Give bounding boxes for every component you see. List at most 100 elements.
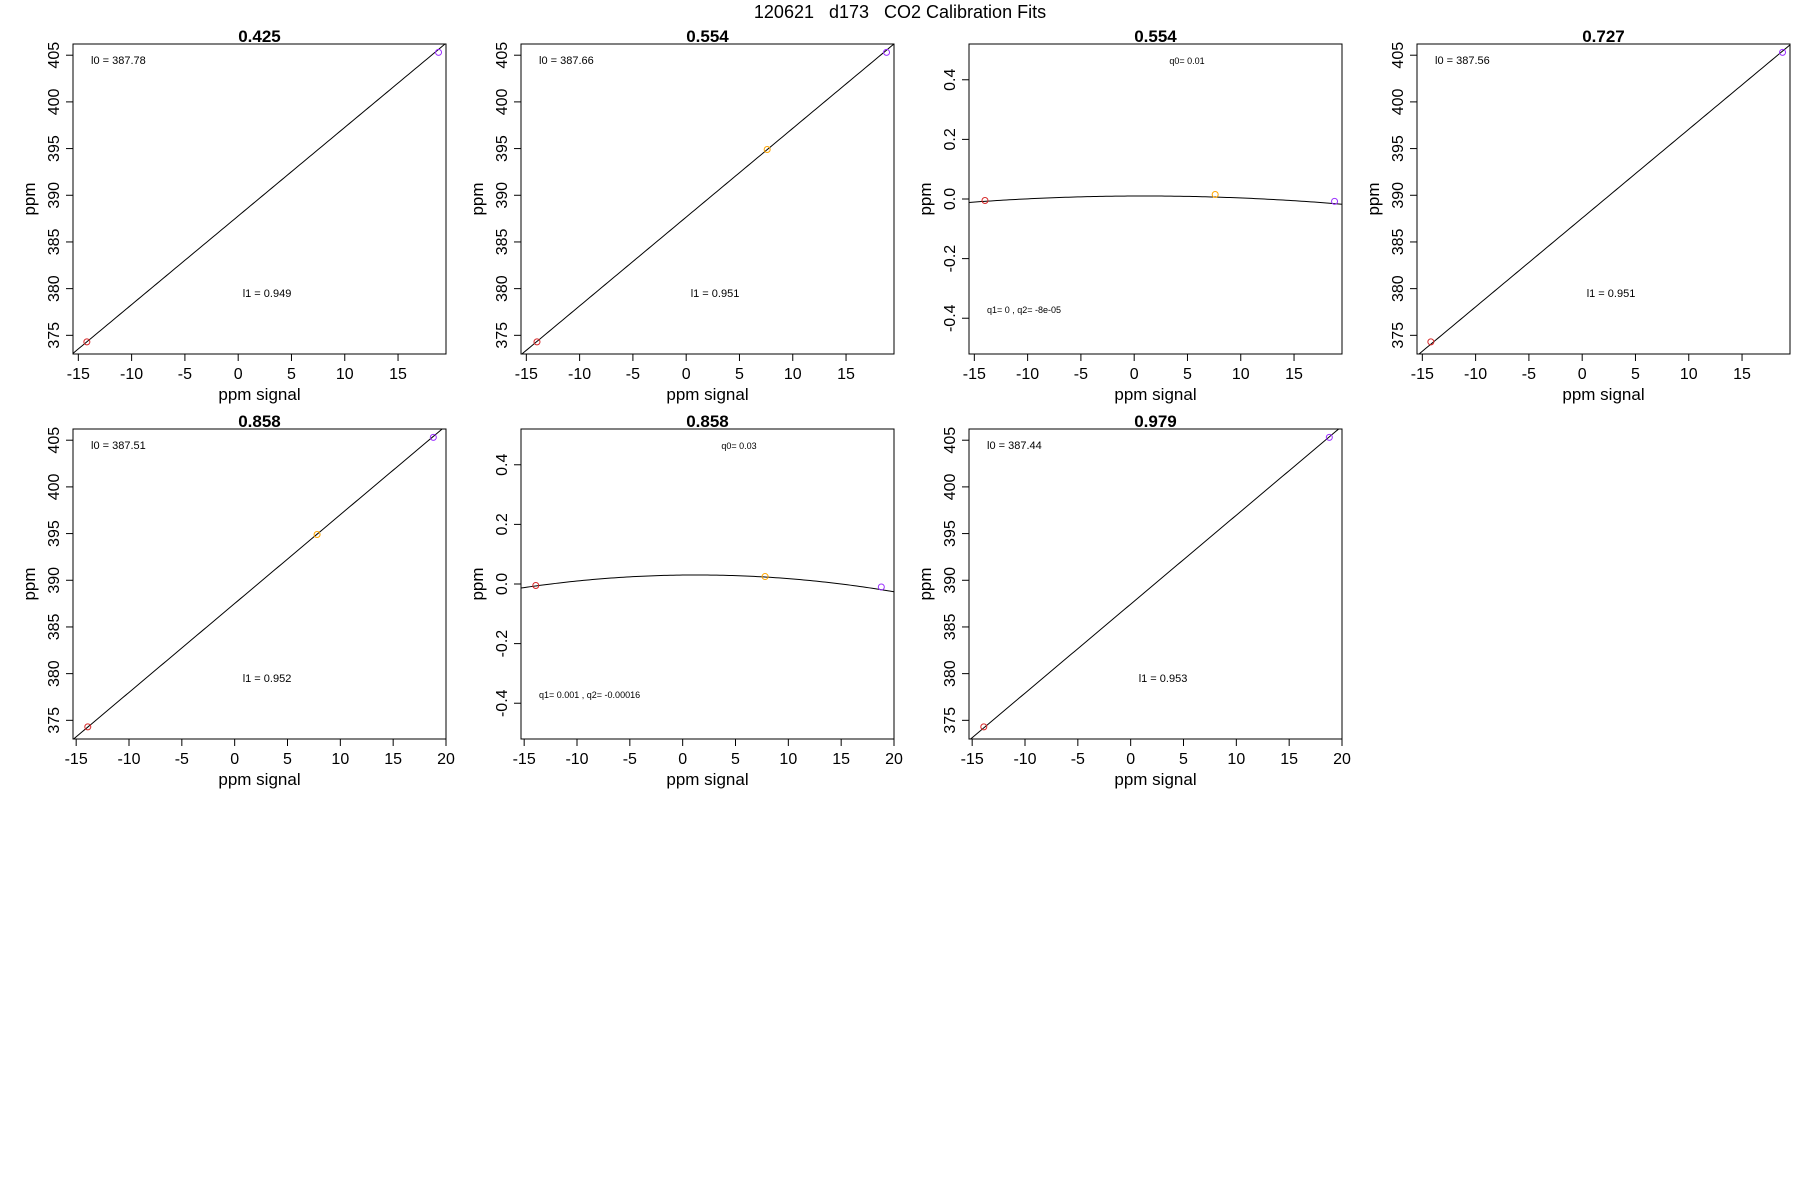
x-tick-label: -15: [515, 366, 538, 383]
x-tick-label: 10: [1680, 366, 1698, 383]
x-tick-label: -10: [117, 751, 140, 768]
data-point-3: [877, 583, 885, 591]
x-tick-label: 10: [331, 751, 349, 768]
plot-area: [1418, 44, 1790, 354]
y-tick-label: 405: [1390, 42, 1407, 69]
y-axis-label: ppm: [20, 182, 39, 215]
figure-title: 120621 d173 CO2 Calibration Fits: [753, 2, 1047, 22]
panel-title: 0.554: [1134, 27, 1177, 46]
x-axis-label: ppm signal: [666, 770, 748, 789]
y-tick-label: 375: [46, 322, 63, 349]
x-tick-label: 5: [1631, 366, 1640, 383]
y-tick-label: 405: [46, 42, 63, 69]
data-point-2: [435, 48, 443, 56]
chart-panel-1: 0.425 -15 -10 -5 0 5 10 15 375 380 385 390 395 400 405…: [20, 27, 447, 404]
x-tick-label: 0: [1130, 366, 1139, 383]
x-tick-label: 5: [735, 366, 744, 383]
x-tick-label: -5: [178, 366, 192, 383]
fit-annotation: q0= 0.01: [1169, 56, 1204, 66]
quadratic-fit-curve: [969, 195, 1342, 205]
y-tick-label: 385: [46, 614, 63, 641]
y-tick-label: -0.2: [942, 245, 959, 273]
plot-frame: [1416, 43, 1791, 355]
x-tick-label: -10: [1016, 366, 1039, 383]
y-tick-label: 385: [942, 614, 959, 641]
data-point-2: [1211, 191, 1219, 199]
plot-area: [521, 44, 894, 354]
y-tick-label: 375: [46, 707, 63, 734]
y-tick-label: 400: [942, 473, 959, 500]
y-tick-label: 400: [46, 473, 63, 500]
y-tick-label: 385: [1390, 229, 1407, 256]
panel-title: 0.979: [1134, 412, 1177, 431]
y-tick-label: 0.2: [942, 128, 959, 150]
y-tick-label: 400: [1390, 88, 1407, 115]
fit-annotation: l1 = 0.951: [1587, 288, 1636, 300]
data-point-2: [763, 146, 771, 154]
y-tick-label: 375: [1390, 322, 1407, 349]
data-point-3: [429, 433, 437, 441]
x-tick-label: -15: [1411, 366, 1434, 383]
fit-annotation: l0 = 387.78: [91, 55, 146, 67]
y-axis-label: ppm: [468, 182, 487, 215]
y-tick-label: 400: [494, 88, 511, 115]
x-tick-label: 5: [283, 751, 292, 768]
quadratic-fit-curve: [521, 574, 894, 593]
chart-panel-7: 0.979 -15 -10 -5 0 5 10 15 20 375 380 385 390 395 400 4…: [916, 412, 1351, 789]
y-tick-label: -0.2: [494, 630, 511, 658]
y-tick-label: 0.0: [942, 188, 959, 210]
fit-annotation: l1 = 0.949: [243, 288, 292, 300]
y-tick-label: 400: [46, 88, 63, 115]
x-tick-label: -10: [120, 366, 143, 383]
x-tick-label: -15: [513, 751, 536, 768]
y-tick-label: 405: [46, 427, 63, 454]
x-tick-label: 5: [1183, 366, 1192, 383]
y-tick-label: 0.4: [942, 69, 959, 91]
y-axis-label: ppm: [20, 567, 39, 600]
y-tick-label: -0.4: [942, 304, 959, 332]
x-tick-label: 10: [1232, 366, 1250, 383]
x-axis-label: ppm signal: [1562, 385, 1644, 404]
x-tick-label: 15: [1285, 366, 1303, 383]
y-tick-label: 0.0: [494, 573, 511, 595]
chart-panel-6: 0.858 -15 -10 -5 0 5 10 15 20 -0.4 -0.2 0.0 0.2 0.4 pp…: [468, 412, 903, 789]
data-point-1: [1427, 338, 1435, 346]
data-point-3: [1331, 197, 1339, 205]
x-tick-label: -5: [1074, 366, 1088, 383]
y-tick-label: 395: [46, 520, 63, 547]
x-tick-label: -5: [1071, 751, 1085, 768]
x-tick-label: -10: [565, 751, 588, 768]
x-tick-label: 20: [437, 751, 455, 768]
data-point-3: [883, 48, 891, 56]
plot-area: [969, 429, 1340, 739]
x-tick-label: 5: [731, 751, 740, 768]
data-point-1: [83, 338, 91, 346]
panel-title: 0.727: [1582, 27, 1625, 46]
y-tick-label: 0.2: [494, 513, 511, 535]
y-axis-label: ppm: [1364, 182, 1383, 215]
fit-annotation: q1= 0.001 , q2= -0.00016: [539, 690, 640, 700]
x-tick-label: 15: [837, 366, 855, 383]
linear-fit-line: [1418, 44, 1790, 354]
x-axis-label: ppm signal: [666, 385, 748, 404]
y-tick-label: 390: [942, 567, 959, 594]
x-tick-label: 15: [384, 751, 402, 768]
y-axis-label: ppm: [916, 182, 935, 215]
y-tick-label: 395: [1390, 135, 1407, 162]
x-tick-label: 20: [885, 751, 903, 768]
x-axis-label: ppm signal: [1114, 770, 1196, 789]
data-point-2: [313, 531, 321, 539]
y-tick-label: 375: [494, 322, 511, 349]
x-tick-label: -10: [568, 366, 591, 383]
linear-fit-line: [521, 44, 894, 354]
fit-annotation: l0 = 387.66: [539, 55, 594, 67]
y-tick-label: -0.4: [494, 689, 511, 717]
y-tick-label: 395: [942, 520, 959, 547]
y-tick-label: 390: [1390, 182, 1407, 209]
x-tick-label: -15: [961, 751, 984, 768]
chart-panel-5: 0.858 -15 -10 -5 0 5 10 15 20 375 380 385 390 395 400 4…: [20, 412, 455, 789]
data-point-2: [1325, 433, 1333, 441]
panel-title: 0.554: [686, 27, 729, 46]
data-point-1: [981, 196, 989, 204]
x-tick-label: 0: [1126, 751, 1135, 768]
